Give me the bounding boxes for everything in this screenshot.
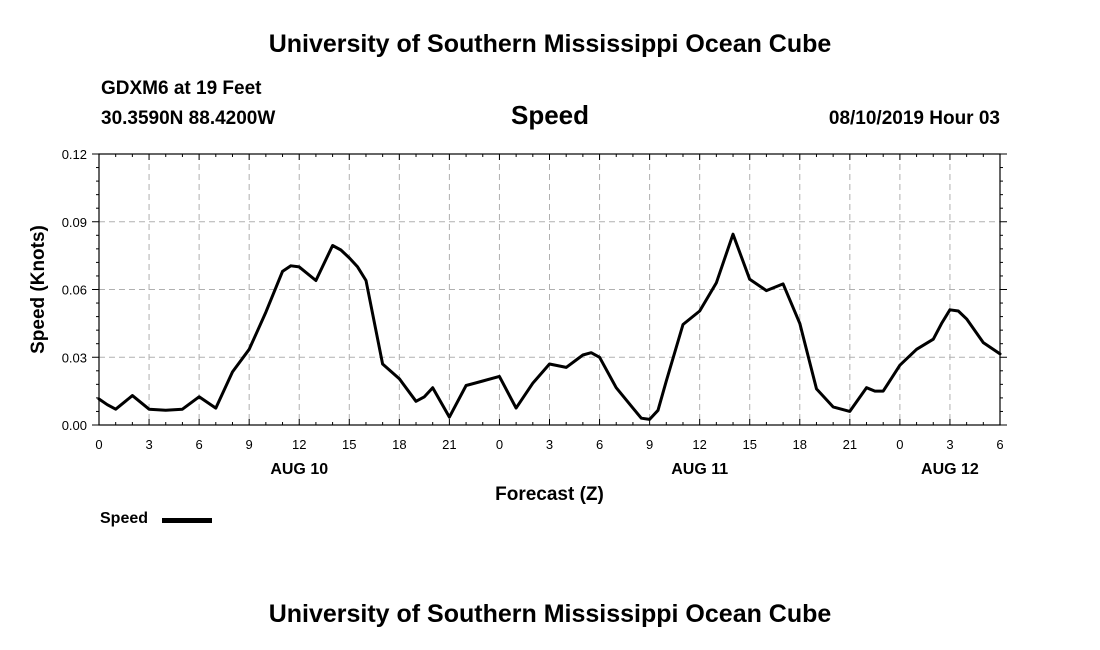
- legend-line-swatch: [162, 518, 212, 523]
- x-tick-label: 0: [896, 437, 903, 452]
- x-tick-label: 15: [342, 437, 356, 452]
- x-tick-label: 18: [793, 437, 807, 452]
- y-tick-label: 0.06: [62, 283, 87, 298]
- x-tick-label: 6: [996, 437, 1003, 452]
- chart-title: Speed: [510, 100, 590, 130]
- y-tick-label: 0.03: [62, 350, 87, 365]
- x-axis-label: Forecast (Z): [495, 484, 604, 505]
- x-tick-label: 0: [95, 437, 102, 452]
- x-tick-label: 15: [742, 437, 756, 452]
- x-tick-label: 12: [692, 437, 706, 452]
- x-tick-label: 21: [843, 437, 857, 452]
- label-layer: 0.00 0.03 0.06 0.09 0.12 0 3 6 9 12 15 18 21 0 3 6 9 12 15…: [28, 147, 1004, 505]
- y-tick-label: 0.00: [62, 418, 87, 433]
- series-line-speed: [97, 232, 1002, 421]
- x-tick-label: 0: [496, 437, 503, 452]
- y-tick-label: 0.09: [62, 215, 87, 230]
- page-title-bottom: University of Southern Mississippi Ocean…: [268, 600, 832, 628]
- day-label: AUG 11: [671, 461, 728, 478]
- series-layer: [97, 232, 1002, 421]
- x-tick-label: 21: [442, 437, 456, 452]
- page-title-top: University of Southern Mississippi Ocean…: [268, 30, 832, 58]
- day-label: AUG 12: [921, 461, 979, 478]
- x-tick-label: 18: [392, 437, 406, 452]
- grid-layer: [99, 154, 1000, 425]
- x-tick-label: 3: [145, 437, 152, 452]
- x-tick-label: 9: [646, 437, 653, 452]
- y-tick-label: 0.12: [62, 147, 87, 162]
- x-tick-label: 3: [946, 437, 953, 452]
- x-tick-label: 6: [195, 437, 202, 452]
- forecast-timestamp: 08/10/2019 Hour 03: [828, 108, 1000, 129]
- y-axis-label: Speed (Knots): [28, 225, 49, 354]
- coordinates-label: 30.3590N 88.4200W: [101, 108, 276, 129]
- x-tick-label: 3: [546, 437, 553, 452]
- legend-label: Speed: [100, 510, 149, 527]
- station-label: GDXM6 at 19 Feet: [101, 78, 262, 99]
- x-tick-label: 12: [292, 437, 306, 452]
- axis-layer: [92, 153, 1007, 426]
- x-tick-label: 6: [596, 437, 603, 452]
- day-label: AUG 10: [270, 461, 328, 478]
- x-tick-label: 9: [246, 437, 253, 452]
